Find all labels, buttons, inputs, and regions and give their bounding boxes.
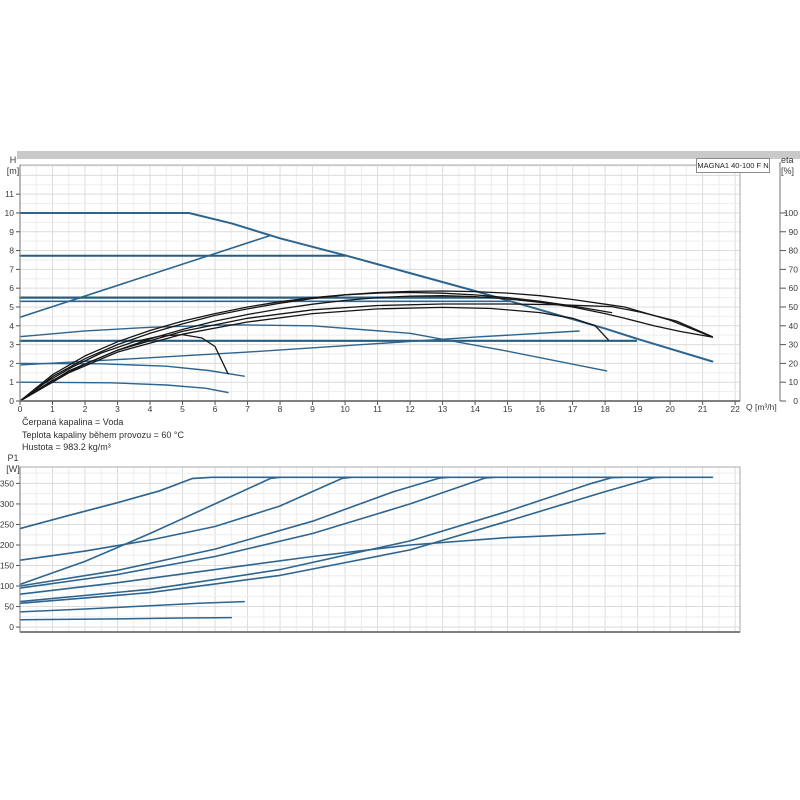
eta-tick-label: 80 [789, 246, 799, 256]
eta-tick-label: 90 [789, 227, 799, 237]
pump-model-badge: MAGNA1 40-100 F N [696, 158, 770, 173]
x-tick-label: 22 [730, 404, 740, 414]
x-tick-label: 8 [278, 404, 283, 414]
curve-p1-max [19, 476, 714, 530]
y-tick-label: 200 [0, 540, 14, 550]
x-tick-label: 18 [600, 404, 610, 414]
y-tick-label: 50 [5, 602, 15, 612]
curve-p1-setpoint-5.3 [19, 476, 496, 589]
pump-model-label: MAGNA1 40-100 F N [697, 161, 769, 170]
eta-tick-label: 10 [789, 377, 799, 387]
curve-eta-curve-1 [19, 290, 714, 402]
info-line-temperature: Teplota kapaliny během provozu = 60 °C [22, 429, 184, 440]
y-tick-label: 11 [5, 189, 14, 199]
curve-qh-min-speed-1 [19, 381, 229, 394]
y-tick-label: 7 [9, 264, 14, 274]
y-tick-label: 0 [9, 622, 14, 632]
y-tick-label: 3 [9, 340, 14, 350]
curve-p1-rising-low [19, 476, 662, 605]
curve-eta-curve-2 [19, 303, 714, 402]
plot-frame [19, 164, 741, 402]
curve-p1-min-speed-2 [19, 600, 246, 613]
eta-axis-label: eta [%] [781, 155, 795, 176]
curve-p1-setpoint-5.5 [19, 476, 450, 587]
x-tick-label: 19 [633, 404, 643, 414]
info-line-density: Hustota = 983.2 kg/m³ [22, 442, 111, 452]
eta-tick-label: 30 [789, 340, 799, 350]
x-tick-label: 7 [245, 404, 250, 414]
x-tick-label: 16 [535, 404, 545, 414]
y-tick-label: 10 [5, 208, 15, 218]
x-tick-label: 3 [115, 404, 120, 414]
eta-tick-label: 60 [789, 283, 799, 293]
x-tick-label: 20 [665, 404, 675, 414]
x-tick-label: 5 [180, 404, 185, 414]
curve-eta-curve-4 [19, 295, 714, 402]
x-tick-label: 13 [438, 404, 448, 414]
x-tick-label: 10 [340, 404, 350, 414]
fluid-info-block: Čerpaná kapalina = Voda Teplota kapaliny… [22, 416, 184, 454]
curve-eta-curve-3 [19, 306, 610, 402]
x-tick-label: 15 [503, 404, 513, 414]
x-tick-label: 12 [405, 404, 415, 414]
y-tick-label: 250 [0, 519, 14, 529]
curve-qh-prop-press-max [19, 234, 272, 319]
curve-p1-prop-press-max [19, 476, 281, 586]
y-tick-label: 9 [9, 227, 14, 237]
x-tick-label: 1 [50, 404, 55, 414]
y-tick-label: 6 [9, 283, 14, 293]
eta-tick-label: 100 [784, 208, 798, 218]
y-tick-label: 0 [9, 396, 14, 406]
curve-qh-duty-curve-arc [19, 324, 608, 372]
x-tick-label: 11 [373, 404, 382, 414]
y-tick-label: 100 [0, 581, 14, 591]
y-tick-label: 150 [0, 561, 14, 571]
curve-p1-setpoint-7.7 [19, 476, 353, 561]
p1-axis-label: P1 [W] [6, 453, 20, 474]
h-axis-label: H [m] [6, 155, 20, 176]
y-tick-label: 1 [9, 377, 14, 387]
eta-tick-label: 40 [789, 321, 799, 331]
y-tick-label: 300 [0, 499, 14, 509]
eta-tick-label: 0 [793, 396, 798, 406]
y-tick-label: 2 [9, 358, 14, 368]
y-tick-label: 8 [9, 246, 14, 256]
x-tick-label: 17 [568, 404, 578, 414]
curve-p1-setpoint-3.2 [19, 476, 623, 603]
curve-p1-duty-arc [19, 532, 606, 595]
x-tick-label: 6 [213, 404, 218, 414]
q-axis-label: Q [m³/h] [746, 402, 777, 412]
x-tick-label: 9 [310, 404, 315, 414]
curve-eta-curve-5 [19, 291, 613, 402]
x-tick-label: 4 [148, 404, 153, 414]
x-tick-label: 0 [18, 404, 23, 414]
y-tick-label: 5 [9, 302, 14, 312]
curve-qh-rising-curve-low [19, 330, 580, 366]
curve-qh-min-speed-2 [19, 362, 245, 377]
y-tick-label: 350 [0, 478, 14, 488]
eta-tick-label: 70 [789, 264, 799, 274]
x-tick-label: 2 [83, 404, 88, 414]
eta-tick-label: 50 [789, 302, 799, 312]
curve-p1-min-speed-1 [19, 616, 233, 621]
top-divider-bar [17, 151, 800, 159]
x-tick-label: 21 [698, 404, 708, 414]
info-line-fluid: Čerpaná kapalina = Voda [22, 417, 124, 427]
eta-tick-label: 20 [789, 358, 799, 368]
curve-qh-max-curve [19, 212, 714, 363]
x-tick-label: 14 [470, 404, 480, 414]
y-tick-label: 4 [9, 321, 14, 331]
curve-eta-curve-short [19, 333, 229, 402]
